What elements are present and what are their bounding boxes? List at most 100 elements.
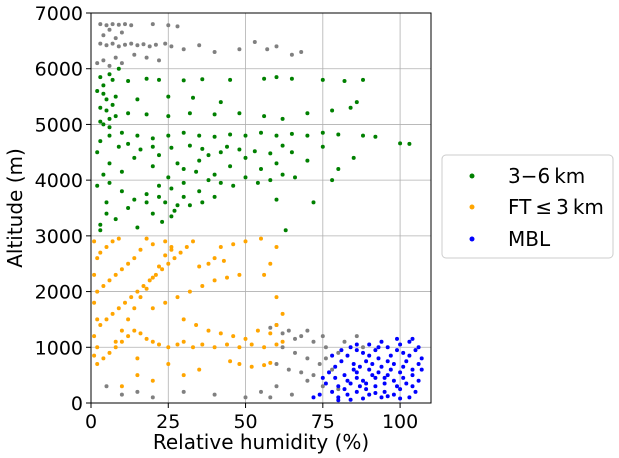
point-series-0-87 bbox=[126, 79, 131, 83]
point-series-2-59 bbox=[351, 367, 356, 372]
point-series-0-121 bbox=[243, 175, 248, 180]
point-series-1-70 bbox=[212, 256, 217, 261]
point-series-0-136 bbox=[212, 194, 217, 199]
point-series-0-84 bbox=[95, 89, 100, 93]
point-series-0-105 bbox=[98, 119, 103, 124]
point-series-0-109 bbox=[138, 147, 143, 152]
x-axis-label: Relative humidity (%) bbox=[153, 430, 369, 454]
point-series-1-18 bbox=[126, 261, 131, 266]
point-series-1-85 bbox=[144, 236, 149, 241]
point-series-1-54 bbox=[150, 306, 155, 311]
point-series-0-74 bbox=[330, 108, 335, 113]
point-series-0-114 bbox=[225, 144, 229, 149]
point-series-0-25 bbox=[212, 172, 217, 177]
legend-marker-ft bbox=[469, 204, 475, 210]
point-series-3-25 bbox=[252, 40, 257, 44]
point-series-0-50 bbox=[228, 132, 233, 137]
point-series-2-32 bbox=[407, 339, 412, 344]
point-series-0-122 bbox=[255, 180, 260, 185]
point-series-2-48 bbox=[419, 356, 424, 361]
point-series-1-106 bbox=[119, 328, 124, 333]
point-series-0-8 bbox=[169, 214, 174, 219]
point-series-0-21 bbox=[150, 164, 155, 169]
point-series-3-30 bbox=[95, 61, 100, 66]
point-series-1-16 bbox=[113, 272, 118, 277]
point-series-3-34 bbox=[119, 61, 124, 66]
point-series-3-12 bbox=[116, 44, 121, 49]
point-series-3-23 bbox=[212, 50, 217, 54]
point-series-2-8 bbox=[410, 373, 415, 378]
point-series-2-23 bbox=[364, 359, 369, 364]
point-series-2-60 bbox=[370, 362, 375, 366]
point-series-1-96 bbox=[95, 256, 100, 261]
point-series-3-58 bbox=[342, 339, 347, 344]
point-series-1-114 bbox=[169, 245, 174, 249]
point-series-1-99 bbox=[166, 362, 171, 366]
point-series-1-31 bbox=[191, 345, 195, 350]
point-series-0-101 bbox=[116, 66, 121, 71]
point-series-1-60 bbox=[225, 275, 229, 280]
point-series-0-13 bbox=[144, 192, 149, 197]
point-series-1-83 bbox=[274, 323, 279, 327]
point-series-0-5 bbox=[172, 208, 177, 213]
point-series-0-48 bbox=[197, 133, 202, 138]
x-tick-label-1: 25 bbox=[156, 411, 180, 433]
point-series-2-61 bbox=[388, 367, 393, 372]
point-series-1-102 bbox=[135, 373, 140, 378]
point-series-3-24 bbox=[237, 47, 242, 52]
point-series-0-62 bbox=[101, 122, 106, 127]
point-series-1-34 bbox=[225, 342, 229, 347]
point-series-0-99 bbox=[98, 75, 103, 80]
point-series-2-73 bbox=[407, 353, 412, 358]
point-series-2-18 bbox=[367, 367, 372, 372]
point-series-0-138 bbox=[274, 197, 279, 202]
point-series-0-133 bbox=[95, 150, 100, 155]
point-series-0-10 bbox=[187, 203, 192, 208]
point-series-0-75 bbox=[348, 105, 353, 110]
point-series-0-141 bbox=[330, 178, 335, 183]
point-series-2-77 bbox=[339, 348, 344, 353]
point-series-0-52 bbox=[259, 130, 263, 135]
point-series-0-124 bbox=[280, 172, 285, 177]
point-series-1-22 bbox=[110, 239, 115, 244]
point-series-2-5 bbox=[382, 381, 387, 386]
point-series-2-63 bbox=[382, 389, 387, 394]
point-series-0-132 bbox=[107, 180, 112, 185]
point-series-0-79 bbox=[113, 94, 118, 99]
point-series-1-67 bbox=[243, 336, 248, 341]
point-series-1-42 bbox=[262, 363, 267, 368]
y-tick-label-3: 3000 bbox=[35, 226, 83, 248]
point-series-0-116 bbox=[175, 161, 180, 166]
point-series-2-83 bbox=[391, 392, 396, 397]
point-series-0-47 bbox=[181, 130, 186, 135]
point-series-3-31 bbox=[101, 58, 106, 63]
point-series-3-66 bbox=[274, 384, 279, 389]
point-series-2-74 bbox=[395, 348, 399, 353]
point-series-2-66 bbox=[345, 378, 350, 383]
point-series-3-63 bbox=[293, 336, 297, 341]
point-series-2-11 bbox=[361, 378, 365, 383]
point-series-0-100 bbox=[107, 72, 112, 77]
point-series-2-58 bbox=[336, 398, 341, 403]
point-series-1-4 bbox=[119, 339, 124, 344]
point-series-0-23 bbox=[181, 167, 186, 171]
point-series-1-98 bbox=[135, 356, 140, 361]
point-series-3-54 bbox=[286, 367, 291, 372]
point-series-0-35 bbox=[206, 153, 211, 158]
point-series-1-86 bbox=[138, 247, 143, 252]
point-series-2-78 bbox=[330, 353, 335, 358]
point-series-3-43 bbox=[286, 328, 291, 333]
point-series-0-45 bbox=[150, 136, 155, 141]
point-series-2-44 bbox=[379, 339, 384, 344]
point-series-1-10 bbox=[116, 306, 121, 311]
point-series-0-103 bbox=[110, 102, 115, 107]
point-series-0-120 bbox=[231, 183, 236, 188]
point-series-1-94 bbox=[95, 289, 100, 294]
point-series-1-84 bbox=[150, 242, 155, 247]
point-series-1-66 bbox=[231, 334, 236, 339]
point-series-0-137 bbox=[200, 200, 205, 205]
point-series-2-68 bbox=[357, 364, 362, 369]
point-series-3-35 bbox=[132, 52, 137, 57]
point-series-1-63 bbox=[194, 323, 199, 327]
point-series-3-8 bbox=[175, 24, 180, 29]
